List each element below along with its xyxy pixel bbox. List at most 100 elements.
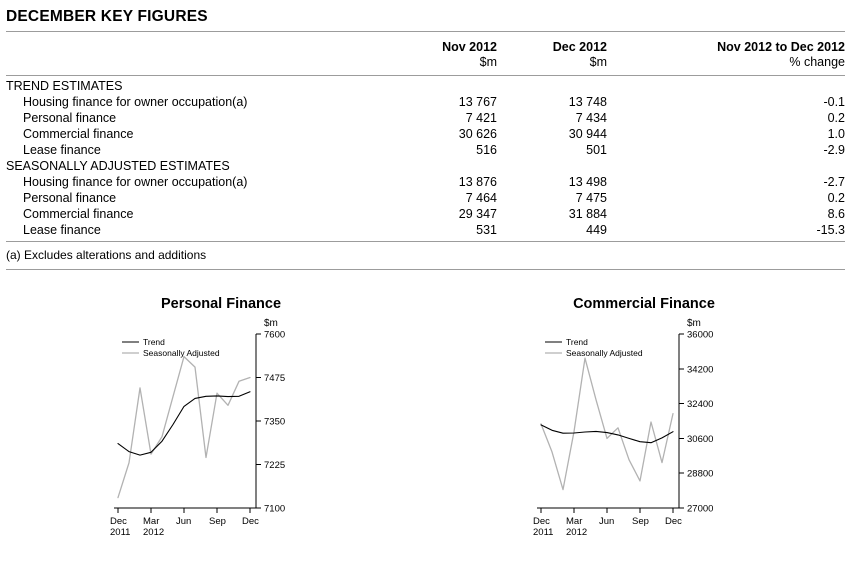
commercial-finance-chart: Commercial Finance $m 27000 28800 30600 3240…	[519, 296, 769, 558]
value-nov: 13 767	[458, 95, 497, 109]
row-label: Commercial finance	[23, 207, 134, 221]
value-change: 0.2	[827, 111, 845, 125]
personal-finance-plot: $m 7100 7225 7350 7475 7600 Dec 2011 Mar 2012 Jun S…	[96, 316, 346, 558]
value-change: 8.6	[827, 207, 845, 221]
divider	[6, 241, 845, 242]
chart-title: Personal Finance	[160, 296, 282, 312]
value-change: -0.1	[823, 95, 845, 109]
row-label: Commercial finance	[23, 127, 134, 141]
value-dec: 449	[586, 223, 607, 237]
svg-text:Mar: Mar	[566, 516, 582, 527]
svg-text:7225: 7225	[264, 460, 285, 471]
table-row: Housing finance for owner occupation(a) …	[6, 94, 845, 110]
row-label: Housing finance for owner occupation(a)	[23, 175, 248, 189]
value-dec: 13 498	[568, 175, 607, 189]
svg-text:2011: 2011	[110, 527, 130, 538]
svg-text:Jun: Jun	[176, 516, 191, 527]
table-row: Commercial finance 29 347 31 884 8.6	[6, 206, 845, 222]
section-heading: SEASONALLY ADJUSTED ESTIMATES	[6, 159, 230, 173]
svg-text:Dec: Dec	[110, 516, 127, 527]
column-header-label: Nov 2012	[442, 40, 497, 54]
value-change: -15.3	[816, 223, 846, 237]
value-change: -2.7	[823, 175, 845, 189]
value-nov: 30 626	[458, 127, 497, 141]
table-row: Lease finance 516 501 -2.9	[6, 142, 845, 158]
personal-finance-chart: Personal Finance $m 7100 7225 7350 7475 7600 D…	[96, 296, 346, 558]
column-header-unit: $m	[589, 55, 607, 69]
table-footnote: (a) Excludes alterations and additions	[6, 248, 207, 262]
svg-text:7475: 7475	[264, 373, 285, 384]
table-row: Commercial finance 30 626 30 944 1.0	[6, 126, 845, 142]
svg-text:7350: 7350	[264, 417, 285, 428]
svg-text:Trend: Trend	[143, 337, 165, 347]
svg-text:Mar: Mar	[143, 516, 159, 527]
key-figures-page: DECEMBER KEY FIGURES Nov 2012 $m Dec 201…	[6, 8, 845, 558]
column-header-dec: Dec 2012 $m	[497, 40, 607, 70]
key-figures-table: Nov 2012 $m Dec 2012 $m Nov 2012 to Dec …	[6, 32, 845, 270]
value-change: -2.9	[823, 143, 845, 157]
value-nov: 516	[476, 143, 497, 157]
row-label: Housing finance for owner occupation(a)	[23, 95, 248, 109]
row-label: Lease finance	[23, 143, 101, 157]
value-dec: 30 944	[568, 127, 607, 141]
svg-text:Jun: Jun	[599, 516, 614, 527]
page-title: DECEMBER KEY FIGURES	[6, 8, 208, 25]
svg-text:34200: 34200	[687, 364, 713, 375]
commercial-finance-plot: $m 27000 28800 30600 32400 34200 36000 Dec 2011 M…	[519, 316, 769, 558]
divider	[6, 31, 845, 32]
value-dec: 31 884	[568, 207, 607, 221]
value-change: 0.2	[827, 191, 845, 205]
table-row: Housing finance for owner occupation(a) …	[6, 174, 845, 190]
chart-title: Commercial Finance	[573, 296, 715, 312]
column-header-unit: $m	[479, 55, 497, 69]
table-row: Lease finance 531 449 -15.3	[6, 222, 845, 238]
row-label: Personal finance	[23, 191, 117, 205]
svg-text:27000: 27000	[687, 504, 713, 515]
svg-text:Seasonally Adjusted: Seasonally Adjusted	[143, 348, 220, 358]
svg-text:Sep: Sep	[209, 516, 226, 527]
value-nov: 531	[476, 223, 497, 237]
svg-text:Trend: Trend	[566, 337, 588, 347]
row-label: Lease finance	[23, 223, 101, 237]
value-dec: 501	[586, 143, 607, 157]
value-nov: 7 421	[465, 111, 497, 125]
column-header-nov: Nov 2012 $m	[387, 40, 497, 70]
svg-text:2012: 2012	[566, 527, 587, 538]
value-nov: 13 876	[458, 175, 497, 189]
svg-text:2011: 2011	[533, 527, 553, 538]
svg-text:Sep: Sep	[632, 516, 649, 527]
divider	[6, 75, 845, 76]
table-header-row: Nov 2012 $m Dec 2012 $m Nov 2012 to Dec …	[6, 32, 845, 75]
section-heading-row: SEASONALLY ADJUSTED ESTIMATES	[6, 158, 845, 174]
svg-text:$m: $m	[264, 318, 278, 329]
value-change: 1.0	[827, 127, 845, 141]
table-row: Personal finance 7 464 7 475 0.2	[6, 190, 845, 206]
svg-text:2012: 2012	[143, 527, 164, 538]
svg-text:28800: 28800	[687, 469, 713, 480]
svg-text:Seasonally Adjusted: Seasonally Adjusted	[566, 348, 643, 358]
value-dec: 13 748	[568, 95, 607, 109]
svg-text:36000: 36000	[687, 330, 713, 341]
svg-text:30600: 30600	[687, 434, 713, 445]
svg-text:Dec: Dec	[665, 516, 682, 527]
section-heading-row: TREND ESTIMATES	[6, 78, 845, 94]
row-label: Personal finance	[23, 111, 117, 125]
value-dec: 7 434	[575, 111, 607, 125]
header-spacer	[6, 40, 387, 70]
column-header-label: Nov 2012 to Dec 2012	[717, 40, 845, 54]
column-header-label: Dec 2012	[552, 40, 607, 54]
divider	[6, 269, 845, 270]
svg-text:$m: $m	[687, 318, 701, 329]
table-body: TREND ESTIMATES Housing finance for owne…	[6, 76, 845, 241]
section-heading: TREND ESTIMATES	[6, 79, 123, 93]
column-header-unit: % change	[789, 55, 845, 69]
charts-section: Personal Finance $m 7100 7225 7350 7475 7600 D…	[6, 296, 845, 558]
value-nov: 29 347	[458, 207, 497, 221]
svg-text:7600: 7600	[264, 330, 285, 341]
svg-text:7100: 7100	[264, 504, 285, 515]
svg-text:32400: 32400	[687, 399, 713, 410]
table-row: Personal finance 7 421 7 434 0.2	[6, 110, 845, 126]
svg-text:Dec: Dec	[242, 516, 259, 527]
value-nov: 7 464	[465, 191, 497, 205]
value-dec: 7 475	[575, 191, 607, 205]
